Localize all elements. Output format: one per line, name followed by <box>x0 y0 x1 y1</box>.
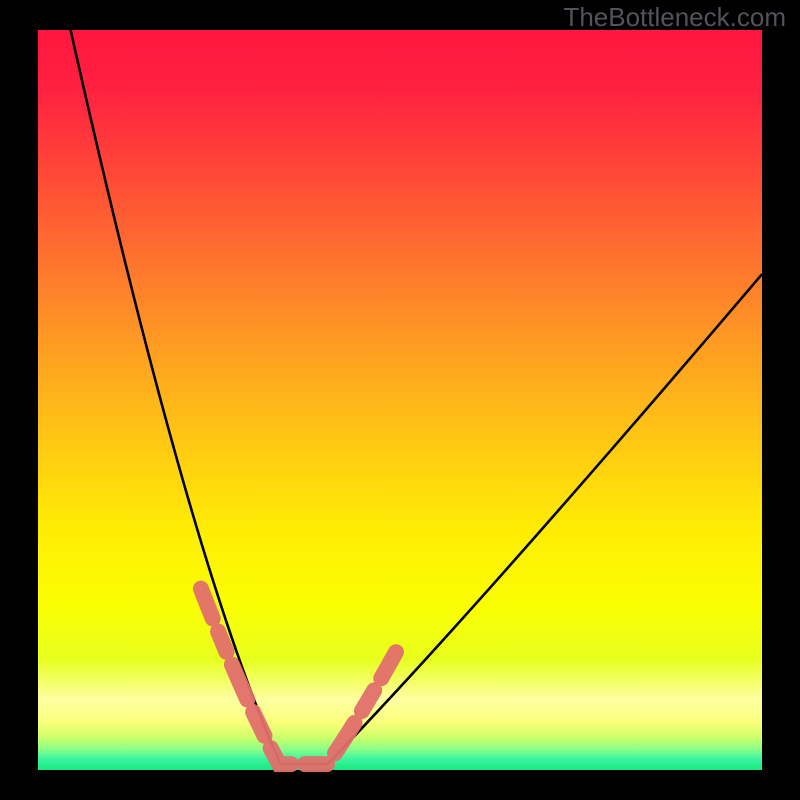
watermark-text: TheBottleneck.com <box>563 2 786 33</box>
bottleneck-chart <box>0 0 800 800</box>
